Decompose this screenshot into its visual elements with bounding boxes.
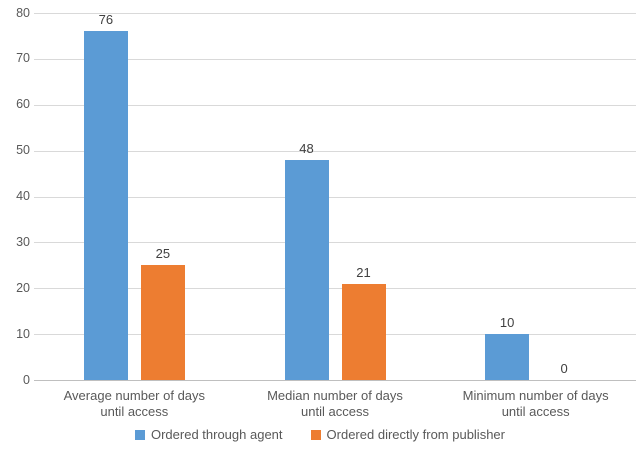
- data-label: 25: [155, 246, 171, 262]
- y-axis-tick-label: 20: [16, 280, 30, 295]
- x-axis-line: [34, 380, 636, 381]
- category-label: Minimum number of days until access: [462, 388, 609, 419]
- gridline: [34, 288, 636, 290]
- y-axis-tick-label: 40: [16, 189, 30, 203]
- chart-legend: Ordered through agent Ordered directly fr…: [0, 427, 640, 443]
- category-label: Median number of days until access: [267, 388, 403, 419]
- gridline: [34, 196, 636, 198]
- gridline: [34, 58, 636, 60]
- bar-publisher: [140, 265, 185, 380]
- legend-item-agent: Ordered through agent: [134, 427, 283, 443]
- legend-swatch-icon: [134, 430, 145, 440]
- y-axis-tick-label: 30: [16, 234, 30, 249]
- y-axis-tick-label: 80: [16, 5, 30, 20]
- bar-agent: [485, 334, 530, 380]
- gridline: [34, 334, 636, 336]
- y-axis-tick-label: 0: [23, 372, 30, 387]
- legend-swatch-icon: [310, 430, 321, 440]
- data-label: 76: [98, 12, 114, 28]
- data-label: 0: [560, 361, 568, 376]
- data-label: 10: [499, 315, 515, 331]
- y-axis-tick-label: 50: [16, 143, 30, 158]
- gridline: [34, 150, 636, 152]
- data-label: 21: [356, 264, 371, 280]
- category-label: Average number of days until access: [63, 388, 206, 419]
- y-axis-tick-label: 70: [16, 51, 30, 66]
- legend-label: Ordered through agent: [150, 427, 283, 442]
- y-axis-tick-label: 60: [16, 97, 30, 112]
- data-label: 48: [299, 140, 314, 156]
- legend-label: Ordered directly from publisher: [326, 427, 505, 442]
- y-axis-tick-label: 10: [16, 326, 30, 341]
- bar-agent: [83, 31, 128, 380]
- gridline: [34, 104, 636, 106]
- legend-item-publisher: Ordered directly from publisher: [310, 427, 505, 443]
- bar-publisher: [341, 283, 386, 380]
- gridline: [34, 242, 636, 244]
- bar-agent: [284, 159, 329, 380]
- gridline: [34, 13, 636, 14]
